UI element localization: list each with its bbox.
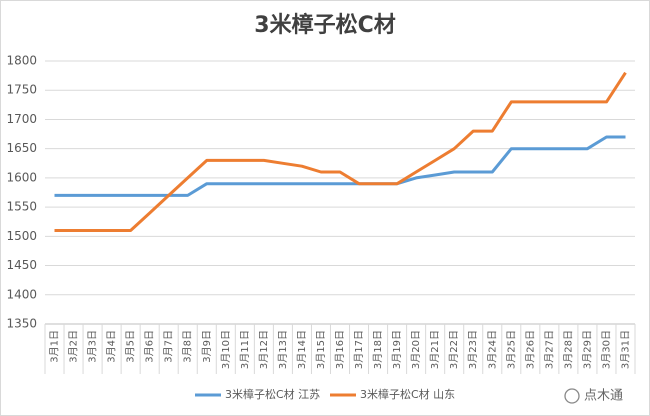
y-tick-label: 1600 — [6, 170, 37, 184]
x-tick-label: 3月19日 — [391, 330, 403, 369]
x-tick-label: 3月20日 — [410, 330, 422, 369]
x-tick-label: 3月17日 — [353, 330, 365, 369]
x-tick-label: 3月12日 — [258, 330, 270, 369]
x-tick-label: 3月22日 — [448, 330, 460, 369]
legend-label: 3米樟子松C材 江苏 — [225, 387, 320, 401]
x-tick-label: 3月29日 — [581, 330, 593, 369]
x-tick-label: 3月3日 — [87, 330, 99, 363]
x-tick-label: 3月14日 — [296, 330, 308, 369]
x-tick-label: 3月13日 — [277, 330, 289, 369]
x-tick-label: 3月7日 — [163, 330, 175, 363]
x-tick-label: 3月23日 — [467, 330, 479, 369]
x-tick-label: 3月21日 — [429, 330, 441, 369]
y-tick-label: 1750 — [6, 83, 37, 97]
watermark: 点木通 — [564, 388, 623, 404]
y-tick-label: 1700 — [6, 112, 37, 126]
chart-title: 3米樟子松C材 — [254, 12, 395, 38]
x-tick-label: 3月5日 — [125, 330, 137, 363]
x-tick-label: 3月31日 — [619, 330, 631, 369]
x-tick-label: 3月16日 — [334, 330, 346, 369]
watermark-text: 点木通 — [584, 389, 623, 404]
y-tick-label: 1650 — [6, 141, 37, 155]
y-tick-label: 1350 — [6, 317, 37, 331]
x-tick-label: 3月24日 — [486, 330, 498, 369]
x-tick-label: 3月18日 — [372, 330, 384, 369]
x-tick-label: 3月25日 — [505, 330, 517, 369]
x-tick-label: 3月1日 — [49, 330, 61, 363]
x-tick-label: 3月27日 — [543, 330, 555, 369]
x-tick-label: 3月10日 — [220, 330, 232, 369]
x-tick-label: 3月2日 — [68, 330, 80, 363]
x-tick-label: 3月15日 — [315, 330, 327, 369]
y-tick-label: 1450 — [6, 258, 37, 272]
x-tick-label: 3月8日 — [182, 330, 194, 363]
y-tick-label: 1500 — [6, 229, 37, 243]
x-tick-label: 3月6日 — [144, 330, 156, 363]
watermark-icon — [564, 388, 580, 404]
y-tick-label: 1550 — [6, 200, 37, 214]
x-tick-label: 3月9日 — [201, 330, 213, 363]
x-tick-label: 3月11日 — [239, 330, 251, 369]
series-line — [54, 135, 626, 197]
y-tick-label: 1800 — [6, 54, 37, 68]
series-line — [54, 71, 627, 232]
y-tick-label: 1400 — [6, 287, 37, 301]
x-tick-label: 3月30日 — [600, 330, 612, 369]
x-tick-label: 3月26日 — [524, 330, 536, 369]
legend-label: 3米樟子松C材 山东 — [360, 387, 455, 401]
x-tick-label: 3月4日 — [106, 330, 118, 363]
x-tick-label: 3月28日 — [562, 330, 574, 369]
